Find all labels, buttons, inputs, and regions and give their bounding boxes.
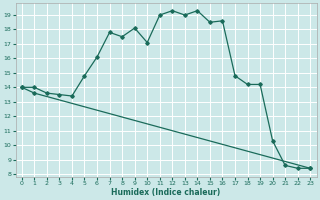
X-axis label: Humidex (Indice chaleur): Humidex (Indice chaleur) bbox=[111, 188, 221, 197]
